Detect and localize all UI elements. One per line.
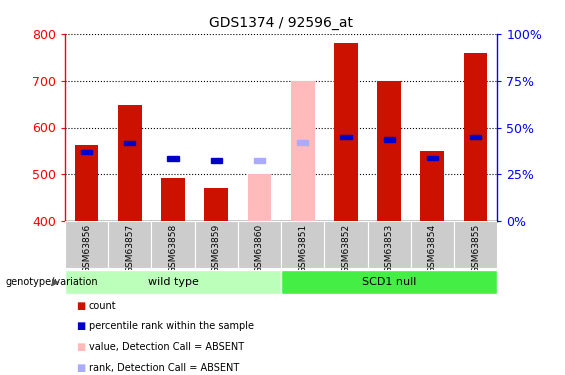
Bar (211, 158, 222, 163)
Text: GSM63852: GSM63852 (341, 224, 350, 273)
Text: GSM63856: GSM63856 (82, 224, 91, 273)
Bar (238, 221, 281, 268)
Bar (281, 221, 324, 268)
Bar (454, 221, 497, 268)
Text: count: count (89, 301, 116, 310)
Text: GSM63854: GSM63854 (428, 224, 437, 273)
Title: GDS1374 / 92596_at: GDS1374 / 92596_at (209, 16, 353, 30)
Bar (194, 221, 238, 268)
Bar (297, 140, 308, 145)
Bar (384, 137, 395, 142)
Bar (281, 270, 497, 294)
Text: rank, Detection Call = ABSENT: rank, Detection Call = ABSENT (89, 363, 239, 372)
Bar (334, 43, 358, 221)
Bar (124, 141, 136, 146)
Bar (420, 152, 444, 221)
Bar (205, 188, 228, 221)
Text: GSM63858: GSM63858 (168, 224, 177, 273)
Text: GSM63859: GSM63859 (212, 224, 221, 273)
Bar (81, 150, 92, 154)
Bar (324, 221, 368, 268)
Text: ■: ■ (76, 363, 85, 372)
Bar (367, 221, 411, 268)
Text: GSM63851: GSM63851 (298, 224, 307, 273)
Bar (470, 135, 481, 139)
Text: percentile rank within the sample: percentile rank within the sample (89, 321, 254, 331)
Bar (340, 135, 351, 139)
Text: GSM63855: GSM63855 (471, 224, 480, 273)
Bar (291, 81, 315, 221)
Text: ■: ■ (76, 321, 85, 331)
Text: GSM63860: GSM63860 (255, 224, 264, 273)
Text: value, Detection Call = ABSENT: value, Detection Call = ABSENT (89, 342, 244, 352)
Bar (161, 178, 185, 221)
Text: ▶: ▶ (52, 277, 59, 287)
Text: wild type: wild type (147, 277, 198, 287)
Bar (411, 221, 454, 268)
Text: GSM63853: GSM63853 (385, 224, 394, 273)
Bar (167, 156, 179, 161)
Bar (254, 158, 265, 163)
Bar (118, 105, 142, 221)
Bar (65, 270, 281, 294)
Bar (377, 81, 401, 221)
Text: genotype/variation: genotype/variation (6, 277, 98, 287)
Bar (75, 146, 98, 221)
Bar (427, 156, 438, 160)
Bar (247, 174, 271, 221)
Text: SCD1 null: SCD1 null (362, 277, 416, 287)
Bar (464, 54, 488, 221)
Text: GSM63857: GSM63857 (125, 224, 134, 273)
Bar (65, 221, 108, 268)
Bar (108, 221, 151, 268)
Bar (151, 221, 194, 268)
Text: ■: ■ (76, 301, 85, 310)
Text: ■: ■ (76, 342, 85, 352)
